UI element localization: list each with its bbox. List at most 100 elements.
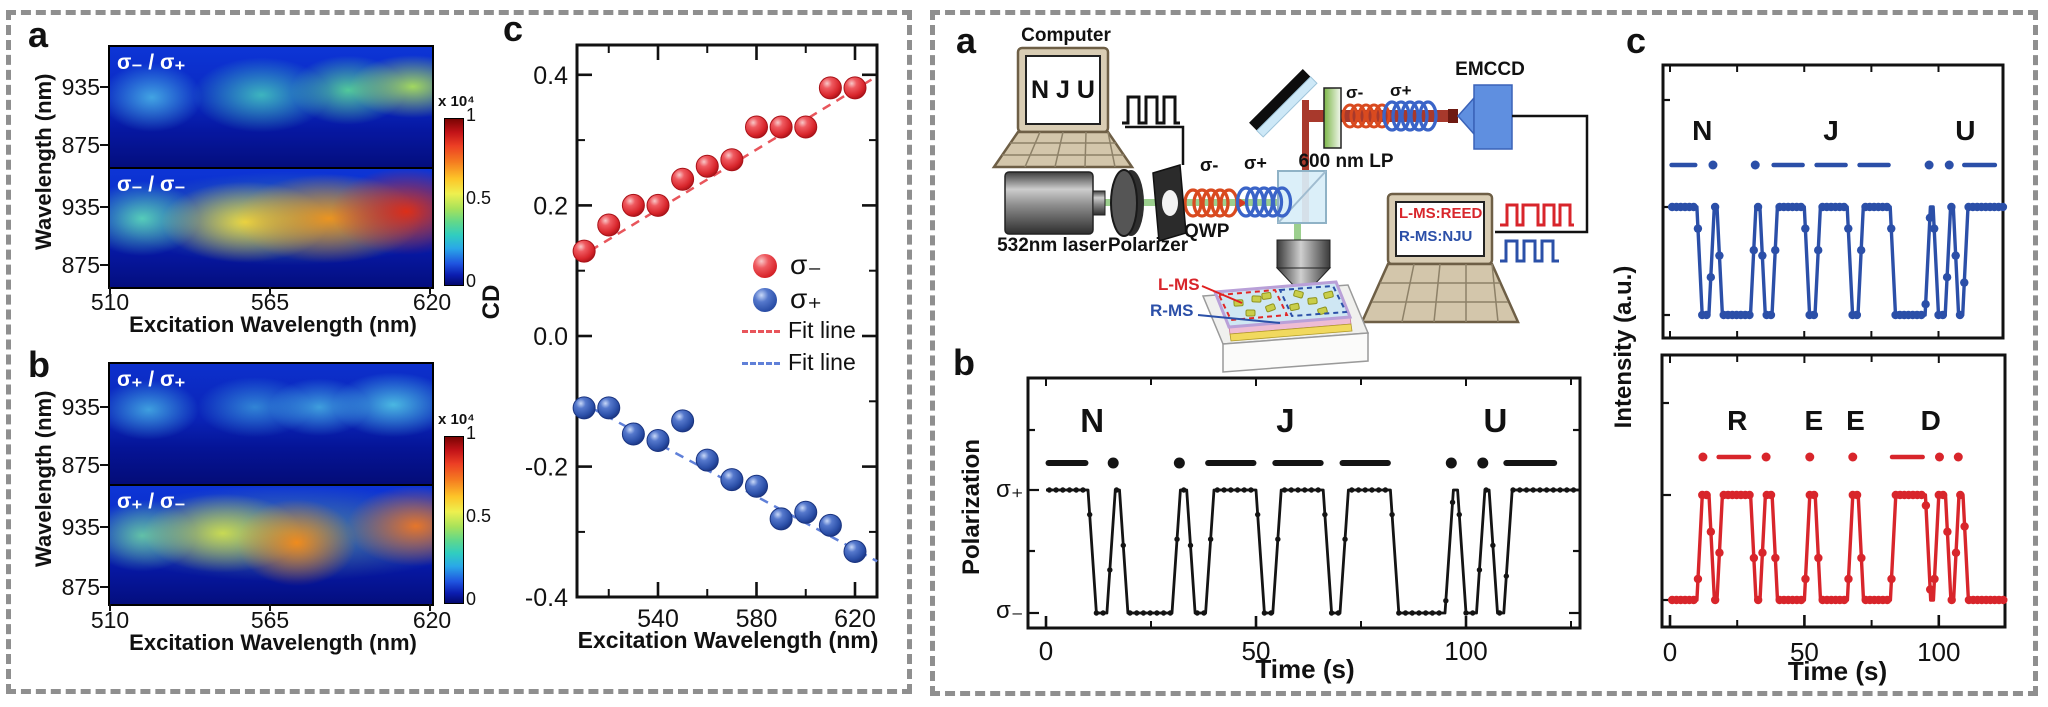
data-point (818, 513, 842, 537)
xtick: 620 (412, 289, 452, 315)
sample-dot (1207, 536, 1214, 542)
data-point (794, 115, 818, 139)
cd-chart: 0.4 0.2 0.0 -0.2 -0.4 540 580 620 (525, 43, 879, 633)
data-point (671, 409, 695, 433)
axis-tick (109, 287, 111, 294)
sample-dot (1814, 246, 1823, 255)
mirror (1249, 69, 1318, 138)
trigger-waveform (1122, 95, 1180, 125)
sigma-minus-coil-2 (1365, 103, 1383, 129)
sample-dot (1389, 511, 1395, 518)
sample-dot (1564, 487, 1570, 493)
sample-dot (1113, 487, 1120, 493)
ytick: 935 (61, 514, 100, 540)
data-point (843, 76, 867, 100)
intensity-chart-l-ms: 0 50 100 R E E D (1660, 353, 2008, 667)
axis-tick (269, 287, 271, 294)
sample-dot (1753, 202, 1763, 212)
sample-dot (1550, 487, 1557, 493)
sample-dot (1053, 487, 1059, 493)
data-point (597, 213, 621, 237)
polarizer-label: Polarizer (1107, 235, 1189, 256)
longpass-filter-label: 600 nm LP (1298, 151, 1394, 172)
sample-dot (1281, 487, 1288, 493)
cd-ytick-label: 0.0 (533, 323, 568, 351)
sample-dot (1254, 511, 1261, 518)
cd-series-sigma-minus (572, 76, 867, 263)
layer-yellow (1229, 323, 1353, 342)
sample-dot (1796, 595, 1806, 605)
sample-dot (1315, 487, 1321, 493)
axis-tick (429, 604, 431, 611)
colorbar-tick: 1 (466, 423, 477, 443)
morse-letter: J (1823, 115, 1839, 146)
ytick: 875 (61, 132, 100, 158)
sample-dot (1960, 522, 1969, 531)
longpass-filter (1323, 87, 1342, 149)
sample-dot (1107, 567, 1113, 573)
sample-dot (1140, 610, 1147, 616)
sample-dot (1154, 610, 1160, 616)
sample-dot (1925, 585, 1935, 594)
computer-label: Computer (1021, 25, 1111, 46)
sample-dot (1167, 610, 1174, 616)
data-point (843, 539, 867, 563)
data-point (671, 167, 695, 191)
sample-dot (1510, 487, 1516, 493)
sample-dot (1261, 610, 1268, 616)
sample-dot (1943, 527, 1952, 536)
waveform-trace (1046, 488, 1580, 615)
sample-dot (1080, 487, 1086, 493)
sample-dot (1416, 610, 1422, 616)
sample-dot (1355, 487, 1362, 493)
sample-dot (1449, 499, 1456, 505)
sample-dot (1693, 574, 1703, 584)
sample-dot (1771, 553, 1780, 563)
sample-dot (1463, 610, 1469, 616)
morse-letter: U (1955, 115, 1975, 146)
heatmap-splus-probe-splus: σ₊ / σ₊ (110, 364, 432, 484)
colorbar-tick: 0.5 (466, 188, 492, 208)
heatmap-tag: σ₋ / σ₋ (117, 173, 186, 196)
excitation-xlabel-b: Excitation Wavelength (nm) (129, 630, 417, 655)
sample-dot (1689, 202, 1698, 212)
morse-dot (1173, 457, 1185, 469)
sigma-plus-coil-2 (1382, 100, 1402, 132)
emccd-body (1473, 84, 1513, 150)
sigma-plus-beam-label-2: σ+ (1390, 81, 1412, 100)
colorbar-b (444, 436, 464, 604)
sample-dot (1349, 487, 1355, 493)
morse-dot (1708, 160, 1718, 170)
sample-dot (1857, 553, 1866, 563)
sample-dot (1443, 598, 1449, 604)
axis-tick (100, 206, 108, 208)
cd-plot-frame (575, 43, 879, 599)
objective-body (1276, 239, 1331, 269)
sigma-minus-coil (1201, 188, 1221, 218)
morse-dot (1445, 457, 1457, 469)
morse-letter: N (1692, 115, 1712, 146)
sample-dot (1839, 202, 1849, 212)
sample-dot (1758, 548, 1767, 557)
laser-nozzle (1092, 190, 1106, 216)
sample-dot (1693, 224, 1703, 233)
sample-dot (1456, 511, 1462, 518)
cd-xlabel: Excitation Wavelength (nm) (577, 627, 879, 653)
sample-dot (1852, 490, 1862, 500)
meta-structure (1293, 289, 1304, 299)
axis-tick (100, 144, 108, 146)
sample-dot (1201, 610, 1207, 616)
panel-a-label-left: a (28, 14, 49, 55)
sample-dot (1234, 487, 1241, 493)
sample-dot (1887, 574, 1896, 584)
sample-dot (1856, 246, 1866, 255)
data-point (818, 76, 842, 100)
xtick-label: 50 (1790, 637, 1819, 667)
sigma-plus-coil (1271, 186, 1293, 218)
sample-dot (1422, 610, 1429, 616)
xtick-label: 0 (1039, 636, 1053, 666)
sample-dot (1796, 202, 1806, 212)
sample-dot (1160, 610, 1167, 616)
sample-dot (1917, 490, 1926, 500)
cd-xtick-label: 580 (736, 605, 778, 633)
